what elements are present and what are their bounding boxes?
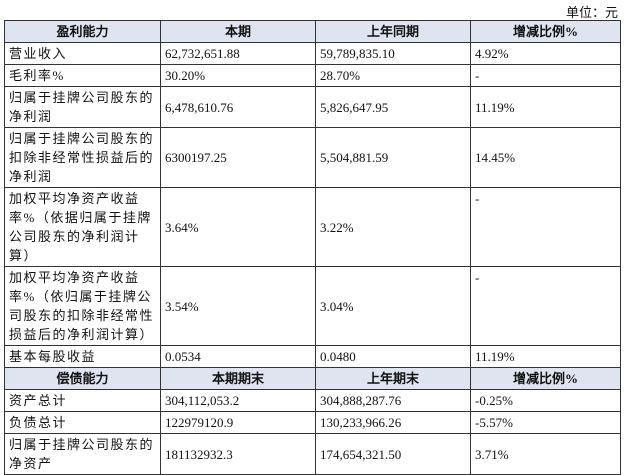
row-label: 负债总计 (4, 411, 161, 434)
row-label: 加权平均净资产收益率%（依归属于挂牌公司股东的扣除非经常性损益后的净利润计算） (4, 266, 161, 346)
financial-table: 盈利能力 本期 上年同期 增减比例% 营业收入 62,732,651.88 59,789,8… (4, 20, 621, 475)
cell: 3.64% (160, 187, 316, 267)
header-cell: 本期期末 (160, 367, 316, 390)
cell: -0.25% (470, 389, 621, 412)
row-label: 归属于挂牌公司股东的净利润 (4, 86, 161, 128)
header-cell: 增减比例% (470, 367, 621, 390)
row-label: 基本每股收益 (4, 345, 161, 368)
cell: 3.71% (470, 433, 621, 475)
row: 归属于挂牌公司股东的净资产 181132932.3 174,654,321.50 3.… (4, 433, 621, 475)
cell: 62,732,651.88 (160, 42, 316, 65)
row: 加权平均净资产收益率%（依据归属于挂牌公司股东的净利润计算） 3.64% 3.22%… (4, 187, 621, 267)
row-label: 营业收入 (4, 42, 161, 65)
cell: - (470, 187, 621, 267)
cell: 0.0534 (160, 345, 316, 368)
header-row: 偿债能力 本期期末 上年期末 增减比例% (4, 367, 621, 390)
cell: 174,654,321.50 (315, 433, 471, 475)
cell: 304,112,053.2 (160, 389, 316, 412)
row: 基本每股收益 0.0534 0.0480 11.19% (4, 345, 621, 368)
cell: -5.57% (470, 411, 621, 434)
row: 资产总计 304,112,053.2 304,888,287.76 -0.25% (4, 389, 621, 412)
header-cell: 上年同期 (315, 20, 471, 43)
cell: 11.19% (470, 86, 621, 128)
cell: 3.22% (315, 187, 471, 267)
cell: 11.19% (470, 345, 621, 368)
cell: 6300197.25 (160, 127, 316, 188)
unit: 单位：元 (565, 5, 618, 20)
cell: - (470, 266, 621, 346)
header-cell: 增减比例% (470, 20, 621, 43)
header-cell: 盈利能力 (4, 20, 161, 43)
cell: 14.45% (470, 127, 621, 188)
header-row: 盈利能力 本期 上年同期 增减比例% (4, 20, 621, 43)
row: 加权平均净资产收益率%（依归属于挂牌公司股东的扣除非经常性损益后的净利润计算） 3… (4, 266, 621, 346)
row-label: 毛利率% (4, 64, 161, 87)
cell: 122979120.9 (160, 411, 316, 434)
cell: 5,504,881.59 (315, 127, 471, 188)
cell: 4.92% (470, 42, 621, 65)
cell: 28.70% (315, 64, 471, 87)
page: 单位：元 盈利能力 本期 上年同期 增减比例% 营业收入 62,732,651.88 59,… (4, 5, 621, 475)
row: 营业收入 62,732,651.88 59,789,835.10 4.92% (4, 42, 621, 65)
row-label: 加权平均净资产收益率%（依据归属于挂牌公司股东的净利润计算） (4, 187, 161, 267)
cell: 3.54% (160, 266, 316, 346)
cell: 5,826,647.95 (315, 86, 471, 128)
row-label: 归属于挂牌公司股东的扣除非经常性损益后的净利润 (4, 127, 161, 188)
row: 归属于挂牌公司股东的净利润 6,478,610.76 5,826,647.95 11.… (4, 86, 621, 128)
row: 负债总计 122979120.9 130,233,966.26 -5.57% (4, 411, 621, 434)
header-cell: 偿债能力 (4, 367, 161, 390)
row: 归属于挂牌公司股东的扣除非经常性损益后的净利润 6300197.25 5,504,8… (4, 127, 621, 188)
cell: 304,888,287.76 (315, 389, 471, 412)
header-cell: 本期 (160, 20, 316, 43)
cell: 181132932.3 (160, 433, 316, 475)
cell: 130,233,966.26 (315, 411, 471, 434)
cell: 30.20% (160, 64, 316, 87)
cell: - (470, 64, 621, 87)
header-cell: 上年期末 (315, 367, 471, 390)
row-label: 资产总计 (4, 389, 161, 412)
cell: 3.04% (315, 266, 471, 346)
row: 毛利率% 30.20% 28.70% - (4, 64, 621, 87)
cell: 6,478,610.76 (160, 86, 316, 128)
cell: 0.0480 (315, 345, 471, 368)
row-label: 归属于挂牌公司股东的净资产 (4, 433, 161, 475)
cell: 59,789,835.10 (315, 42, 471, 65)
